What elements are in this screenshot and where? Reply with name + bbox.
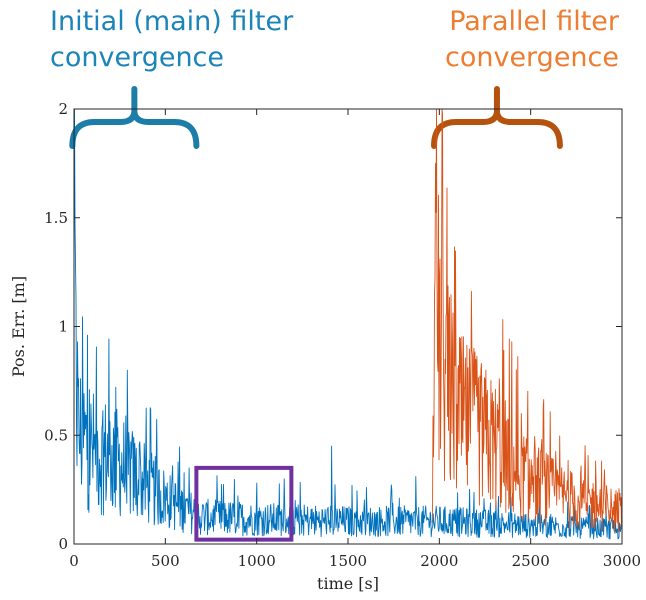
annotation-2-line-1: Parallel filter bbox=[449, 6, 620, 37]
annotation-layer: Initial (main) filter convergence Parallel… bbox=[50, 6, 620, 149]
x-axis-label: time [s] bbox=[317, 574, 379, 593]
x-tick-label: 0 bbox=[69, 552, 79, 570]
annotation-2-line-2: convergence bbox=[445, 42, 619, 73]
annotation-1-line-1: Initial (main) filter bbox=[50, 6, 294, 37]
x-tick-label: 1000 bbox=[238, 552, 276, 570]
brace-1 bbox=[69, 86, 200, 149]
y-tick-label: 2 bbox=[58, 100, 68, 118]
x-tick-label: 500 bbox=[151, 552, 180, 570]
series-layer bbox=[74, 108, 623, 540]
series-line-1 bbox=[74, 108, 623, 540]
y-tick-label: 0 bbox=[58, 535, 68, 553]
x-tick-label: 2500 bbox=[512, 552, 550, 570]
brace-2 bbox=[431, 86, 563, 149]
y-axis-label: Pos. Err. [m] bbox=[9, 276, 28, 377]
y-tick-label: 1 bbox=[58, 318, 68, 336]
y-tick-label: 0.5 bbox=[44, 426, 68, 444]
x-tick-label: 3000 bbox=[603, 552, 641, 570]
x-tick-label: 2000 bbox=[420, 552, 458, 570]
series-line-2 bbox=[431, 108, 623, 533]
tick-layer: 0 500 1000 1500 2000 2500 3000 0 0.5 1 1.5 2 bbox=[44, 100, 641, 570]
highlight-box bbox=[194, 465, 294, 542]
y-tick-label: 1.5 bbox=[44, 209, 68, 227]
highlight-layer bbox=[194, 465, 294, 542]
annotation-1-line-2: convergence bbox=[50, 42, 224, 73]
x-tick-label: 1500 bbox=[329, 552, 367, 570]
